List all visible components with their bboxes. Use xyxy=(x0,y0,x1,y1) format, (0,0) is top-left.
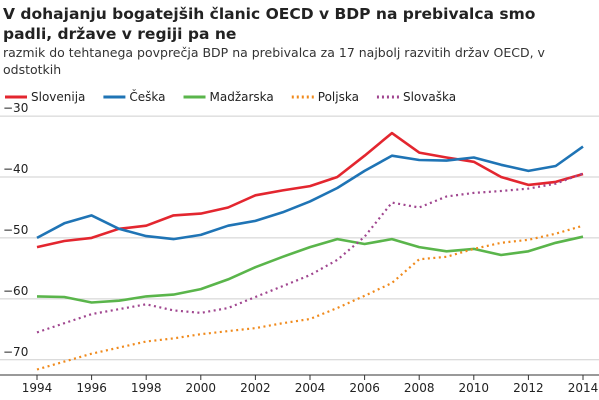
legend-label: Poljska xyxy=(318,90,359,104)
x-tick-label: 2014 xyxy=(568,381,599,395)
x-tick-label: 2012 xyxy=(513,381,544,395)
x-tick-label: 2010 xyxy=(459,381,490,395)
series-line xyxy=(36,224,584,371)
y-tick-label: −30 xyxy=(3,101,28,115)
x-tick-label: 2004 xyxy=(295,381,326,395)
chart-title: V dohajanju bogatejših članic OECD v BDP… xyxy=(3,5,535,43)
chart-subtitle: razmik do tehtanega povprečja BDP na pre… xyxy=(3,45,546,77)
series-line xyxy=(36,172,584,334)
x-tick-label: 2002 xyxy=(240,381,271,395)
x-tick-label: 2008 xyxy=(404,381,435,395)
x-tick-label: 1998 xyxy=(131,381,162,395)
x-tick-label: 1994 xyxy=(22,381,53,395)
x-tick-label: 1996 xyxy=(76,381,107,395)
series-line xyxy=(36,145,584,241)
legend-label: Madžarska xyxy=(210,90,274,104)
y-tick-label: −40 xyxy=(3,162,28,176)
legend-label: Češka xyxy=(129,89,165,104)
y-tick-label: −50 xyxy=(3,223,28,237)
y-tick-label: −60 xyxy=(3,284,28,298)
legend-label: Slovenija xyxy=(31,90,85,104)
legend-label: Slovaška xyxy=(403,90,456,104)
series-line xyxy=(36,131,584,249)
x-tick-label: 2006 xyxy=(349,381,380,395)
x-tick-label: 2000 xyxy=(186,381,217,395)
y-tick-label: −70 xyxy=(3,345,28,359)
series-line xyxy=(36,235,584,304)
